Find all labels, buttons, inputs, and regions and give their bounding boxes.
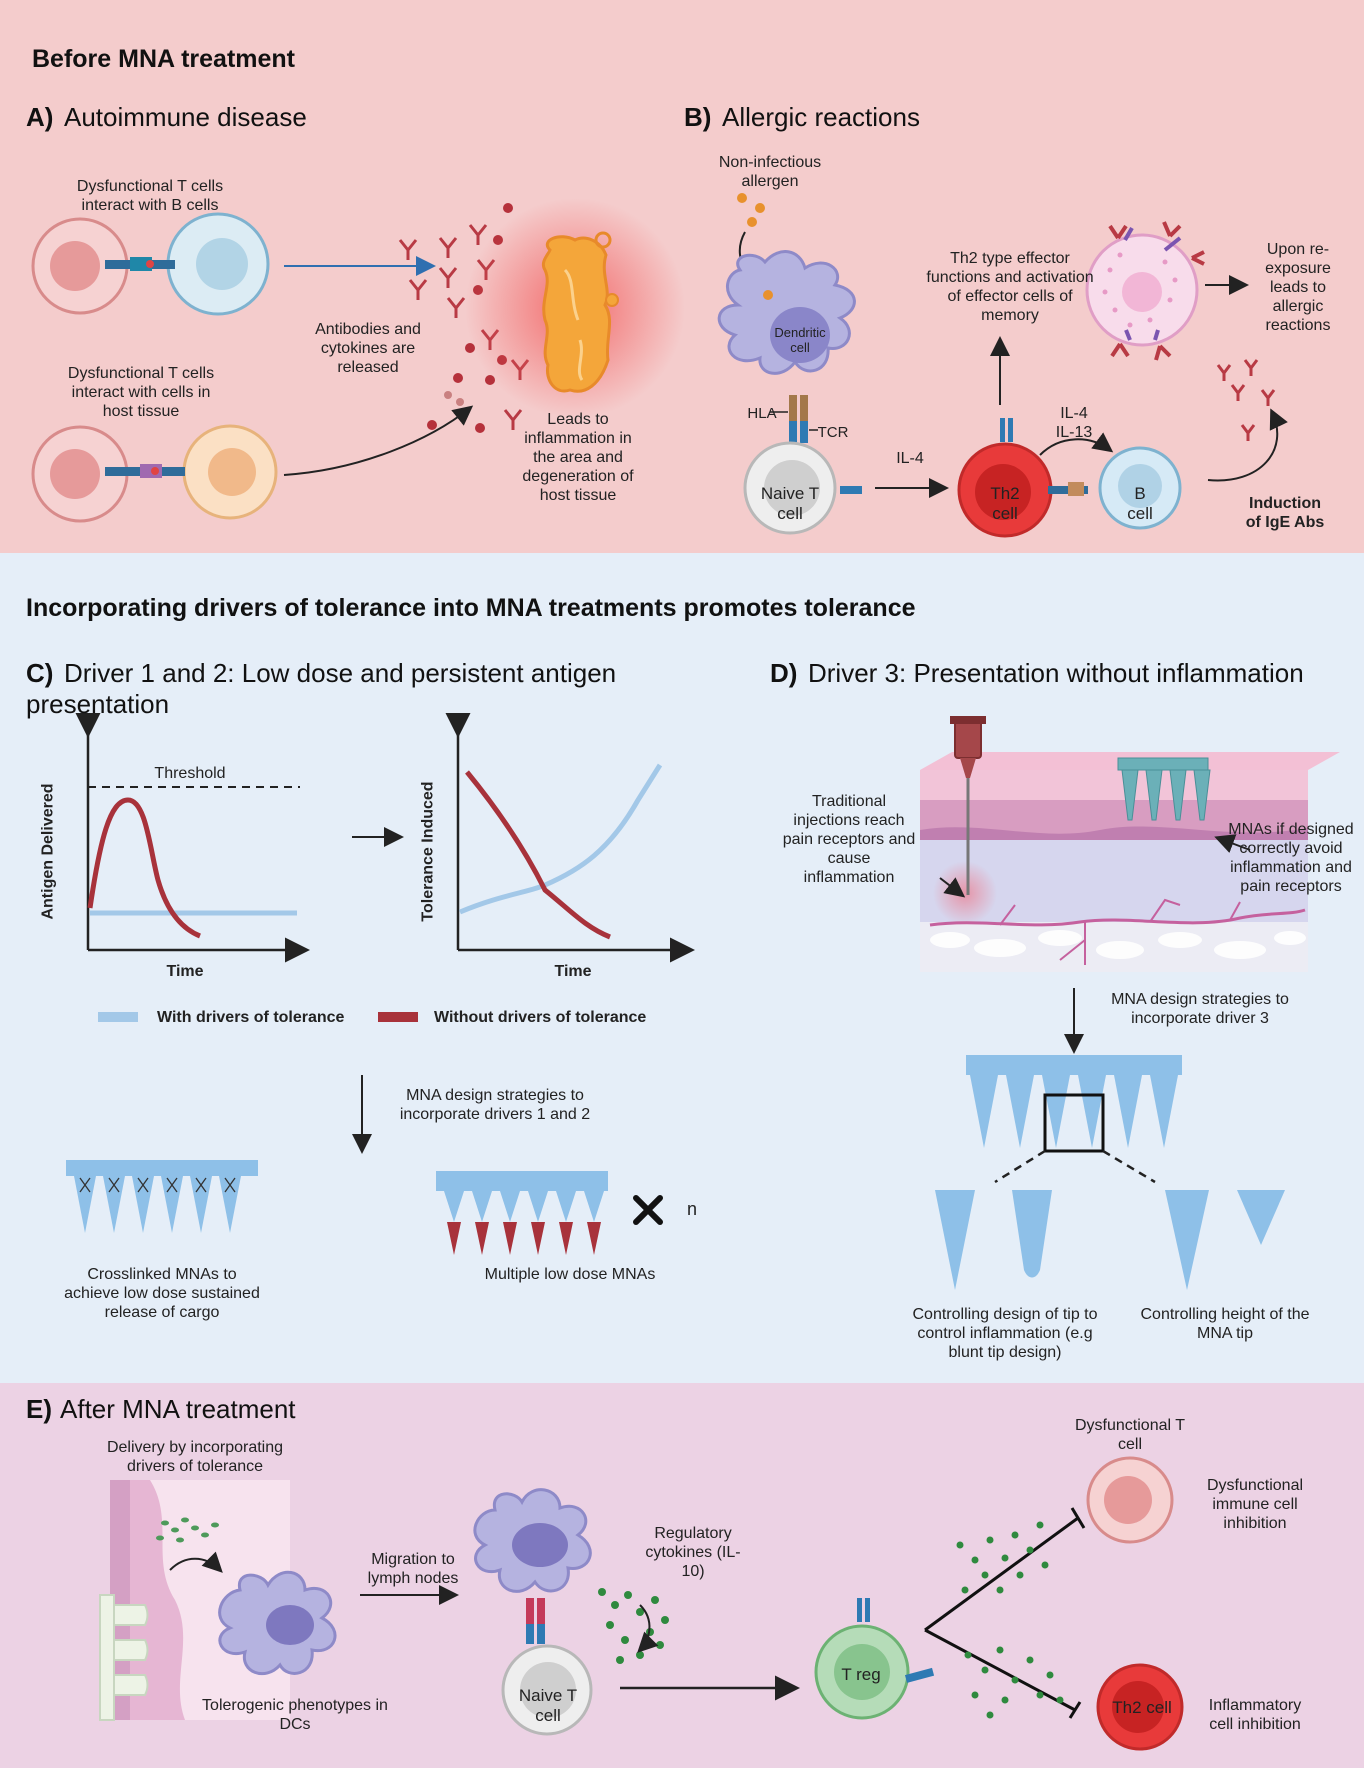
- migration-label: Migration to lymph nodes: [367, 1551, 459, 1587]
- th2-effector-label: Th2 type effector functions and activati…: [926, 250, 1094, 324]
- panel-d-letter: D): [770, 658, 798, 688]
- dysf-tcell-label: Dysfunctional T cell: [1075, 1417, 1185, 1453]
- dendritic-cell-lymph: [473, 1488, 592, 1644]
- tcell-host-interaction: [31, 424, 278, 523]
- crosslinked-mna: [66, 1160, 258, 1233]
- naive-tcell-e: [501, 1644, 593, 1736]
- th2-cell-e: [1096, 1663, 1184, 1751]
- arrow-a-bottom: [283, 405, 474, 476]
- legend-with-swatch: [98, 1012, 138, 1022]
- allergen-label: Non-infectious allergen: [718, 154, 822, 190]
- naive-tcell-e-label: Naive T cell: [518, 1686, 578, 1725]
- inflamed-tissue: [465, 198, 685, 418]
- chart2-xlabel: Time: [554, 963, 592, 980]
- cytokine-arrow: [637, 1604, 659, 1653]
- regulatory-label: Regulatory cytokines (IL-10): [645, 1525, 741, 1580]
- antibodies-label: Antibodies and cytokines are released: [315, 321, 421, 376]
- series-with-drivers-line: [459, 763, 663, 915]
- syringe-needle: [950, 716, 986, 895]
- microneedles-skin: [1117, 757, 1211, 821]
- hla-label: HLA: [747, 405, 777, 422]
- series-without-drivers-line: [87, 797, 202, 939]
- tcell-bcell-interaction: [31, 212, 270, 316]
- mna-avoid-label: MNAs if designed correctly avoid inflamm…: [1228, 821, 1354, 895]
- b-cell: [1098, 446, 1182, 530]
- chart1-ylabel: Antigen Delivered: [39, 783, 57, 920]
- ige-antibodies: [1216, 359, 1276, 441]
- dendritic-cell: [717, 250, 856, 375]
- reexposure-label: Upon re-exposure leads to allergic react…: [1265, 241, 1331, 334]
- design-label-c: MNA design strategies to incorporate dri…: [399, 1087, 591, 1123]
- low-dose-mna: [436, 1171, 608, 1255]
- th2-cell: [957, 418, 1053, 538]
- inhibition-lines: [924, 1507, 1086, 1719]
- th2-bcell-link: [1048, 482, 1088, 496]
- panel-b-title: Allergic reactions: [722, 102, 920, 132]
- dysfunctional-tcell: [1086, 1456, 1174, 1544]
- skin-cross-section: [920, 752, 1340, 972]
- legend-with-label: With drivers of tolerance: [157, 1009, 345, 1026]
- delivery-label: Delivery by incorporating drivers of tol…: [106, 1439, 284, 1475]
- chart-antigen-delivered: [75, 713, 310, 963]
- design-label-d: MNA design strategies to incorporate dri…: [1111, 991, 1289, 1027]
- panel-d-title: Driver 3: Presentation without inflammat…: [808, 658, 1304, 688]
- il4-il13-label: IL-4 IL-13: [1055, 405, 1093, 441]
- injection-arrow: [939, 877, 966, 898]
- inflammation-label: Leads to inflammation in the area and de…: [522, 411, 634, 504]
- threshold-label: Threshold: [154, 765, 226, 782]
- tip-design-label: Controlling design of tip to control inf…: [912, 1306, 1098, 1361]
- il4-label: IL-4: [896, 450, 924, 467]
- legend-without-label: Without drivers of tolerance: [434, 1009, 647, 1026]
- regulatory-cytokine-dots: [598, 1588, 669, 1664]
- panel-a-letter: A): [26, 102, 54, 132]
- mna-tip-design: [935, 1055, 1285, 1290]
- panel-b-letter: B): [684, 102, 712, 132]
- panel-c-letter: C): [26, 658, 54, 688]
- n-label: n: [686, 1199, 697, 1219]
- chart2-ylabel: Tolerance Induced: [419, 781, 437, 922]
- tcr-label: TCR: [817, 424, 849, 441]
- th2-cell-e-label: Th2 cell: [1112, 1698, 1172, 1717]
- crosslinked-label: Crosslinked MNAs to achieve low dose sus…: [64, 1266, 260, 1321]
- multiple-label: Multiple low dose MNAs: [484, 1266, 656, 1283]
- chart1-xlabel: Time: [166, 963, 204, 980]
- inhibition-cytokine-dots: [956, 1521, 1064, 1719]
- il4-il13-arrow: [1039, 432, 1114, 456]
- dendritic-cell-label: Dendritic cell: [774, 325, 826, 355]
- panel-e-letter: E): [26, 1394, 52, 1424]
- treg-cell: [814, 1598, 935, 1720]
- panel-e-title: After MNA treatment: [60, 1394, 296, 1424]
- b-cell-label: B cell: [1127, 484, 1153, 523]
- naive-tcell-label: Naive T cell: [760, 484, 820, 523]
- tip-height-label: Controlling height of the MNA tip: [1140, 1306, 1310, 1342]
- mast-cell: [1085, 221, 1205, 361]
- dysf-inhibition-label: Dysfunctional immune cell inhibition: [1206, 1477, 1304, 1532]
- tolerogenic-label: Tolerogenic phenotypes in DCs: [202, 1697, 388, 1733]
- dendritic-cell-tissue: [218, 1570, 337, 1676]
- tcell-bcell-label: Dysfunctional T cells interact with B ce…: [76, 178, 224, 214]
- hla-tcr-receptor: [770, 395, 818, 443]
- series-without-drivers-line: [465, 770, 611, 940]
- times-icon: [633, 1195, 663, 1225]
- th2-cell-label: Th2 cell: [990, 484, 1020, 523]
- mna-avoid-arrow: [1214, 834, 1251, 853]
- panel-a-title: Autoimmune disease: [64, 102, 307, 132]
- ige-label: Induction of IgE Abs: [1245, 495, 1325, 531]
- naive-tcell: [743, 441, 862, 535]
- injection-label: Traditional injections reach pain recept…: [782, 793, 916, 886]
- tcell-host-label: Dysfunctional T cells interact with cell…: [67, 365, 215, 420]
- section-before-title: Before MNA treatment: [32, 45, 296, 73]
- legend-without-swatch: [378, 1012, 418, 1022]
- panel-c-title: Driver 1 and 2: Low dose and persistent …: [26, 658, 617, 719]
- chart-tolerance-induced: [445, 713, 695, 963]
- inflammatory-inhibition-label: Inflammatory cell inhibition: [1208, 1697, 1302, 1733]
- section-mid-title: Incorporating drivers of tolerance into …: [26, 594, 916, 622]
- delivery-arrow: [169, 1551, 223, 1573]
- ige-arrow: [1207, 408, 1288, 482]
- treg-label: T reg: [841, 1665, 881, 1684]
